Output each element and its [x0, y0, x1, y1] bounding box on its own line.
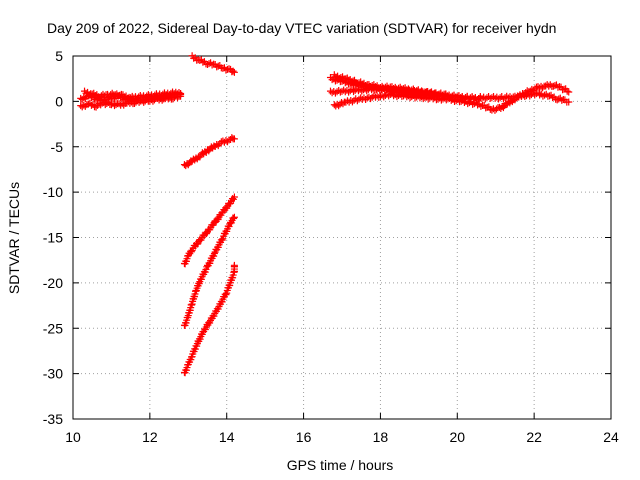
data-point: [222, 291, 230, 299]
data-point: [452, 97, 460, 105]
series-arc-4: [180, 193, 238, 268]
data-point: [348, 98, 356, 106]
data-point: [565, 98, 573, 106]
data-point: [87, 101, 95, 109]
data-point: [175, 88, 183, 96]
data-series: [77, 52, 573, 377]
data-point: [509, 93, 517, 101]
x-tick-label: 20: [449, 429, 465, 445]
axis-ticks: [72, 55, 612, 420]
data-point: [465, 99, 473, 107]
y-tick-label: -15: [43, 230, 63, 246]
series-arc-1c: [81, 87, 185, 102]
data-point: [214, 62, 222, 70]
x-tick-label: 12: [142, 429, 158, 445]
x-tick-label: 22: [526, 429, 542, 445]
data-point: [551, 82, 559, 90]
data-point: [196, 57, 204, 65]
data-point: [546, 92, 554, 100]
x-tick-label: 18: [373, 429, 389, 445]
y-tick-label: -5: [51, 139, 64, 155]
data-point: [230, 213, 238, 221]
y-tick-label: -25: [43, 320, 63, 336]
x-tick-labels: 10 12 14 16 18 20 22 24: [65, 429, 619, 445]
data-point: [563, 87, 571, 95]
data-point: [103, 100, 111, 108]
series-arc-8: [330, 81, 573, 114]
data-point: [219, 64, 227, 72]
y-tick-label: 5: [55, 48, 63, 64]
series-arc-2: [188, 52, 238, 76]
data-point: [177, 90, 185, 97]
data-point: [203, 263, 211, 271]
data-point: [546, 81, 554, 89]
y-tick-label: -10: [43, 184, 63, 200]
series-arc-3: [180, 134, 238, 170]
data-point: [213, 141, 221, 149]
series-arc-6: [180, 261, 238, 377]
data-point: [218, 236, 226, 244]
y-tick-labels: 5 0 -5 -10 -15 -20 -25 -30 -35: [43, 48, 63, 427]
data-point: [541, 91, 549, 99]
data-point: [519, 91, 527, 99]
data-point: [565, 88, 573, 96]
grid-lines: [73, 56, 611, 419]
data-point: [187, 248, 195, 256]
data-point: [362, 81, 370, 89]
data-point: [114, 92, 122, 100]
data-point: [549, 82, 557, 90]
data-point: [80, 94, 88, 102]
chart-title: Day 209 of 2022, Sidereal Day-to-day VTE…: [47, 20, 556, 36]
data-point: [363, 94, 371, 102]
x-tick-label: 16: [296, 429, 312, 445]
data-point: [158, 96, 166, 104]
series-arc-5: [180, 213, 238, 329]
data-point: [337, 74, 345, 82]
data-point: [230, 135, 238, 143]
y-tick-label: 0: [55, 93, 63, 109]
data-point: [91, 91, 99, 99]
x-tick-label: 24: [603, 429, 619, 445]
data-point: [222, 66, 230, 74]
x-tick-label: 10: [65, 429, 81, 445]
data-point: [213, 63, 221, 71]
data-point: [229, 67, 237, 75]
series-arc-7c: [330, 71, 442, 99]
data-point: [199, 58, 207, 66]
data-point: [230, 214, 238, 222]
data-point: [210, 249, 218, 257]
data-point: [486, 105, 494, 113]
data-point: [549, 94, 557, 102]
series-arc-9: [476, 89, 573, 106]
data-point: [230, 261, 238, 269]
data-point: [408, 86, 416, 94]
x-axis-label: GPS time / hours: [287, 457, 394, 473]
y-axis-label: SDTVAR / TECUs: [6, 182, 22, 294]
x-tick-label: 14: [219, 429, 235, 445]
y-tick-label: -35: [43, 411, 63, 427]
data-point: [230, 193, 238, 201]
y-tick-label: -30: [43, 366, 63, 382]
data-point: [371, 83, 379, 91]
data-point: [477, 102, 485, 110]
y-tick-label: -20: [43, 275, 63, 291]
data-point: [373, 92, 381, 100]
data-point: [230, 68, 238, 76]
